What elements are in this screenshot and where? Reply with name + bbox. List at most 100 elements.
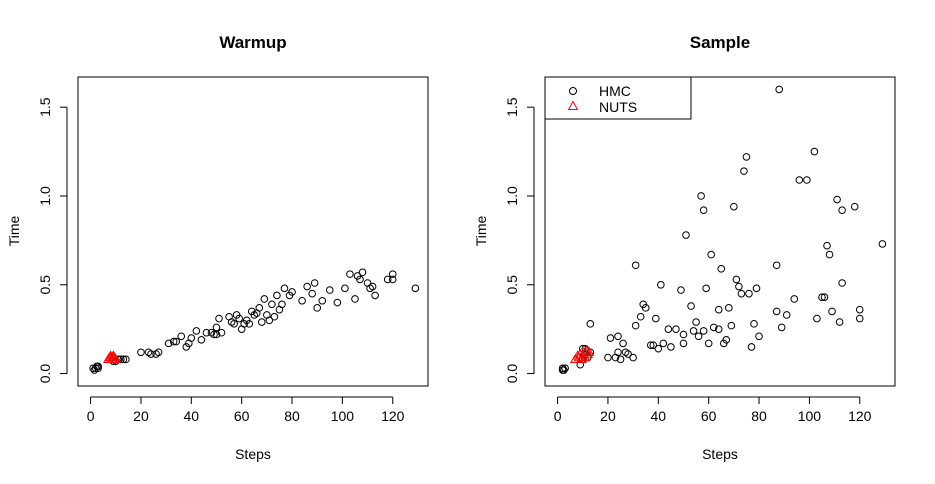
warmup-x-tick-label: 100: [331, 408, 355, 424]
warmup-hmc-point: [356, 275, 364, 284]
warmup-x-tick-label: 40: [184, 408, 200, 424]
warmup-y-tick-label: 0.5: [37, 275, 53, 295]
warmup-y-axis: 0.0 0.5 1.0 1.5: [37, 97, 68, 384]
sample-hmc-point: [775, 85, 783, 94]
sample-hmc-point: [709, 323, 718, 332]
sample-hmc-point: [692, 318, 700, 326]
sample-hmc-point: [737, 289, 746, 298]
sample-hmc-point: [558, 366, 567, 374]
warmup-hmc-point: [313, 304, 322, 312]
warmup-hmc-point: [318, 296, 327, 305]
sample-hmc-point: [689, 327, 698, 335]
warmup-hmc-point: [187, 334, 196, 342]
sample-hmc-point: [651, 314, 660, 323]
warmup-hmc-point: [212, 323, 221, 332]
legend-hmc-marker: [569, 87, 577, 95]
warmup-hmc-point: [388, 270, 397, 278]
sample-hmc-point: [717, 264, 726, 273]
warmup-y-tick-label: 1.5: [37, 97, 53, 117]
sample-hmc-point: [790, 295, 799, 303]
sample-hmc-point: [654, 344, 663, 353]
sample-hmc-point: [725, 304, 733, 312]
sample-hmc-point: [777, 323, 786, 332]
sample-hmc-point: [704, 339, 713, 348]
warmup-hmc-point: [303, 282, 311, 291]
sample-title: Sample: [690, 33, 750, 52]
sample-hmc-point: [604, 353, 612, 362]
warmup-hmc-point: [235, 314, 243, 323]
sample-legend: HMC NUTS: [544, 76, 692, 120]
sample-hmc-point: [629, 353, 637, 362]
warmup-hmc-point: [210, 330, 218, 339]
sample-hmc-point: [878, 240, 887, 248]
sample-hmc-point: [855, 305, 864, 314]
sample-x-tick-label: 120: [848, 408, 872, 424]
warmup-x-axis: 0 20 40 60 80 100 120: [87, 396, 405, 424]
sample-hmc-point: [667, 343, 675, 351]
warmup-hmc-point: [383, 275, 392, 284]
sample-x-tick-label: 0: [554, 408, 562, 424]
sample-hmc-point: [606, 334, 615, 342]
warmup-x-tick-label: 120: [381, 408, 405, 424]
sample-hmc-point: [702, 284, 710, 293]
sample-x-label: Steps: [702, 446, 738, 462]
warmup-y-tick-label: 0.0: [37, 364, 53, 384]
sample-hmc-point: [820, 293, 829, 302]
warmup-hmc-point: [154, 348, 163, 357]
warmup-hmc-point: [94, 362, 102, 371]
warmup-hmc-point: [278, 300, 286, 309]
warmup-x-tick-label: 80: [284, 408, 300, 424]
sample-hmc-point: [745, 289, 753, 298]
sample-hmc-point: [699, 206, 708, 214]
sample-hmc-point: [714, 305, 723, 314]
warmup-hmc-point: [288, 288, 296, 296]
sample-hmc-point: [687, 302, 695, 310]
sample-hmc-point: [714, 325, 723, 333]
sample-hmc-point: [828, 307, 836, 316]
sample-hmc-point: [677, 286, 685, 294]
sample-hmc-point: [624, 350, 632, 358]
sample-hmc-point: [803, 176, 811, 184]
sample-hmc-point: [699, 327, 708, 335]
sample-hmc-point: [586, 320, 595, 328]
sample-hmc-point: [772, 307, 781, 316]
sample-x-tick-label: 100: [798, 408, 822, 424]
warmup-hmc-point: [137, 348, 145, 357]
warmup-plot-frame: [77, 76, 429, 387]
sample-hmc-point: [636, 312, 645, 321]
sample-hmc-point: [747, 343, 756, 351]
sample-hmc-point: [722, 336, 731, 344]
sample-y-label: Time: [473, 215, 489, 246]
warmup-hmc-point: [172, 337, 181, 346]
warmup-x-tick-label: 60: [234, 408, 250, 424]
sample-hmc-point: [707, 250, 715, 259]
warmup-hmc-point: [358, 268, 367, 277]
sample-y-tick-label: 1.5: [504, 97, 520, 117]
sample-hmc-point: [772, 261, 781, 270]
warmup-x-tick-label: 0: [87, 408, 95, 424]
legend-box: [544, 76, 692, 120]
warmup-y-tick-label: 1.0: [37, 186, 53, 206]
sample-hmc-point: [694, 332, 703, 341]
legend-hmc-label: HMC: [599, 83, 631, 99]
warmup-hmc-point: [177, 332, 186, 341]
sample-hmc-point: [835, 318, 844, 326]
sample-hmc-point: [659, 339, 668, 348]
sample-panel: Sample 0 20 40 60 80 100 120 0.0 0.5 1.0 1.5 Step…: [473, 33, 896, 462]
warmup-hmc-point: [260, 295, 269, 303]
sample-hmc-point: [782, 311, 791, 319]
sample-hmc-point: [697, 192, 705, 200]
sample-hmc-point: [838, 206, 846, 214]
sample-x-tick-label: 20: [600, 408, 616, 424]
warmup-hmc-point: [341, 284, 349, 293]
warmup-hmc-point: [215, 314, 223, 323]
sample-hmc-point: [616, 355, 625, 364]
warmup-hmc-point: [265, 316, 274, 325]
warmup-panel: Warmup 0 20 40 60 80 100 120 0.0 0.5 1.0 1.5 Step…: [6, 33, 429, 462]
warmup-hmc-point: [164, 339, 173, 348]
sample-hmc-point: [730, 202, 738, 211]
warmup-hmc-point: [308, 289, 316, 298]
warmup-hmc-point: [351, 295, 359, 303]
warmup-hmc-point: [368, 282, 377, 291]
